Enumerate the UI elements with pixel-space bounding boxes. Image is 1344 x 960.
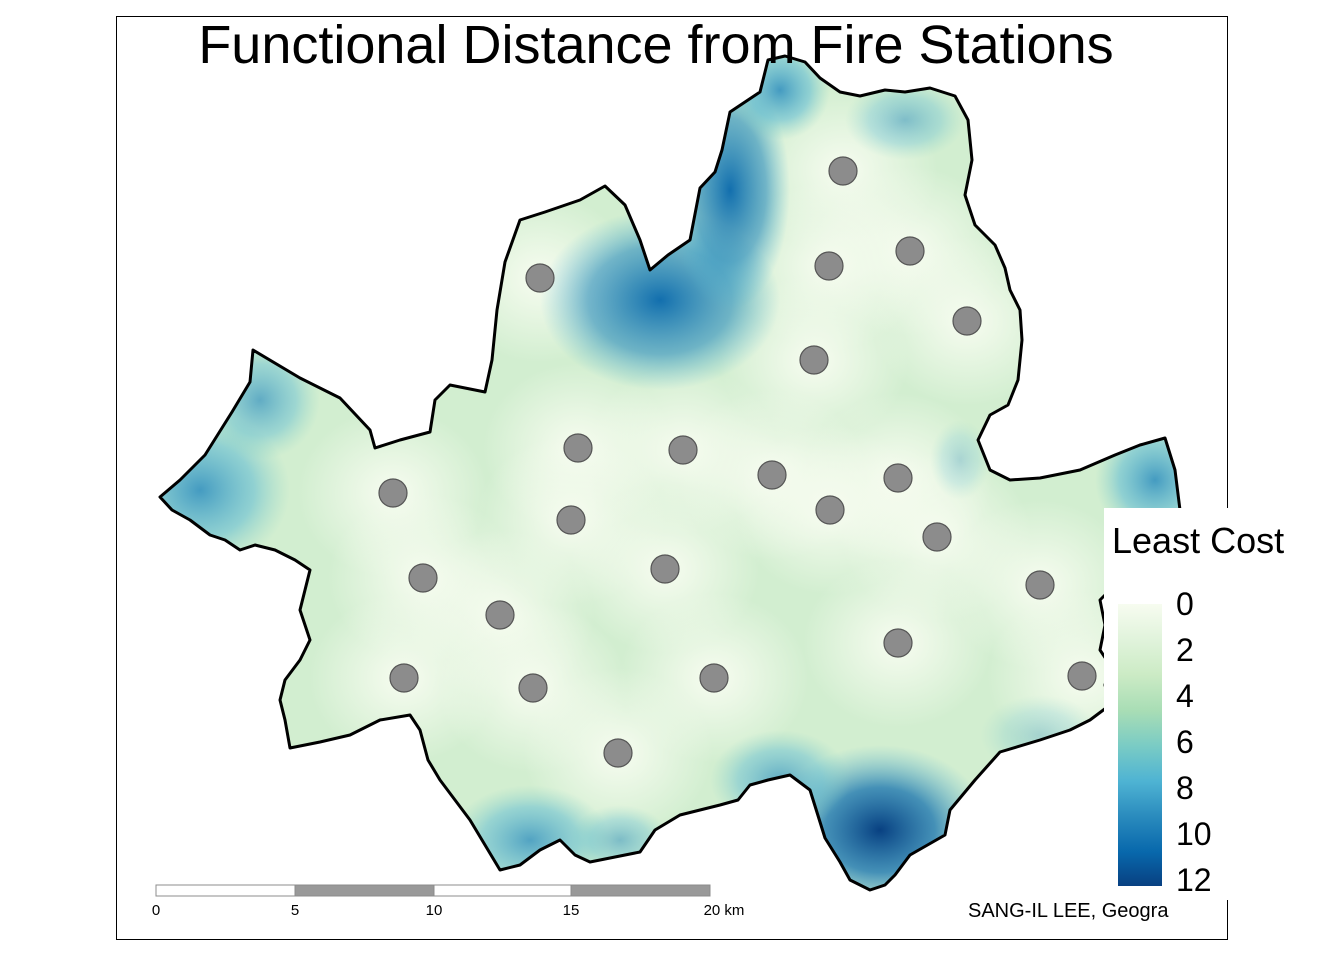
fire-stations	[378, 156, 1097, 768]
legend-tick-label: 4	[1176, 678, 1194, 714]
fire-station-marker	[952, 306, 982, 336]
scale-bar-label: 5	[290, 902, 300, 919]
fire-station-marker	[556, 505, 586, 535]
map-credit: SANG-IL LEE, Geogra	[968, 900, 1169, 922]
fire-station-marker	[814, 251, 844, 281]
legend-tick-label: 10	[1176, 816, 1212, 852]
fire-station-marker	[668, 435, 698, 465]
fire-station-marker	[378, 478, 408, 508]
legend-color-bar	[1118, 604, 1162, 886]
scale-bar-label: 10	[425, 902, 443, 919]
legend-tick-label: 8	[1176, 770, 1194, 806]
scale-bar-label: 20 km	[703, 902, 745, 919]
legend-tick-label: 2	[1176, 632, 1194, 668]
fire-station-marker	[895, 236, 925, 266]
scale-bar-segment	[570, 884, 711, 897]
scale-bar-segment	[155, 884, 296, 897]
legend-tick-label: 6	[1176, 724, 1194, 760]
scale-bar-label: 0	[151, 902, 161, 919]
scale-bar-segment	[294, 884, 435, 897]
fire-station-marker	[518, 673, 548, 703]
scale-bar-label: 15	[562, 902, 580, 919]
legend-tick-label: 12	[1176, 862, 1212, 898]
fire-station-marker	[408, 563, 438, 593]
fire-station-marker	[1025, 570, 1055, 600]
fire-station-marker	[883, 463, 913, 493]
scale-bar-segment	[433, 884, 572, 897]
legend-tick-label: 0	[1176, 586, 1194, 622]
fire-station-marker	[799, 345, 829, 375]
fire-station-marker	[525, 263, 555, 293]
fire-station-marker	[650, 554, 680, 584]
fire-station-marker	[815, 495, 845, 525]
fire-station-marker	[389, 663, 419, 693]
fire-station-marker	[922, 522, 952, 552]
fire-station-marker	[603, 738, 633, 768]
map-title: Functional Distance from Fire Stations	[198, 15, 1114, 75]
legend-title: Least Cost	[1112, 520, 1285, 561]
fire-station-marker	[1067, 661, 1097, 691]
fire-station-marker	[699, 663, 729, 693]
fire-station-marker	[485, 600, 515, 630]
fire-station-marker	[883, 628, 913, 658]
scale-bar	[155, 884, 711, 897]
fire-station-marker	[563, 433, 593, 463]
fire-station-marker	[828, 156, 858, 186]
fire-station-marker	[757, 460, 787, 490]
